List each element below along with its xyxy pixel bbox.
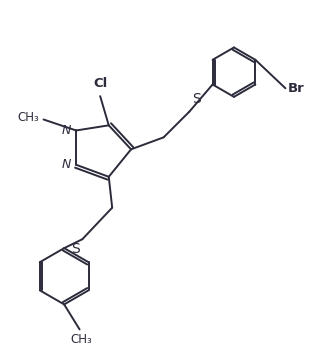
Text: N: N xyxy=(61,124,71,137)
Text: Cl: Cl xyxy=(93,77,107,90)
Text: Br: Br xyxy=(288,82,305,95)
Text: CH₃: CH₃ xyxy=(70,333,92,346)
Text: N: N xyxy=(61,158,71,171)
Text: CH₃: CH₃ xyxy=(18,111,39,124)
Text: S: S xyxy=(71,242,80,256)
Text: S: S xyxy=(192,92,201,106)
